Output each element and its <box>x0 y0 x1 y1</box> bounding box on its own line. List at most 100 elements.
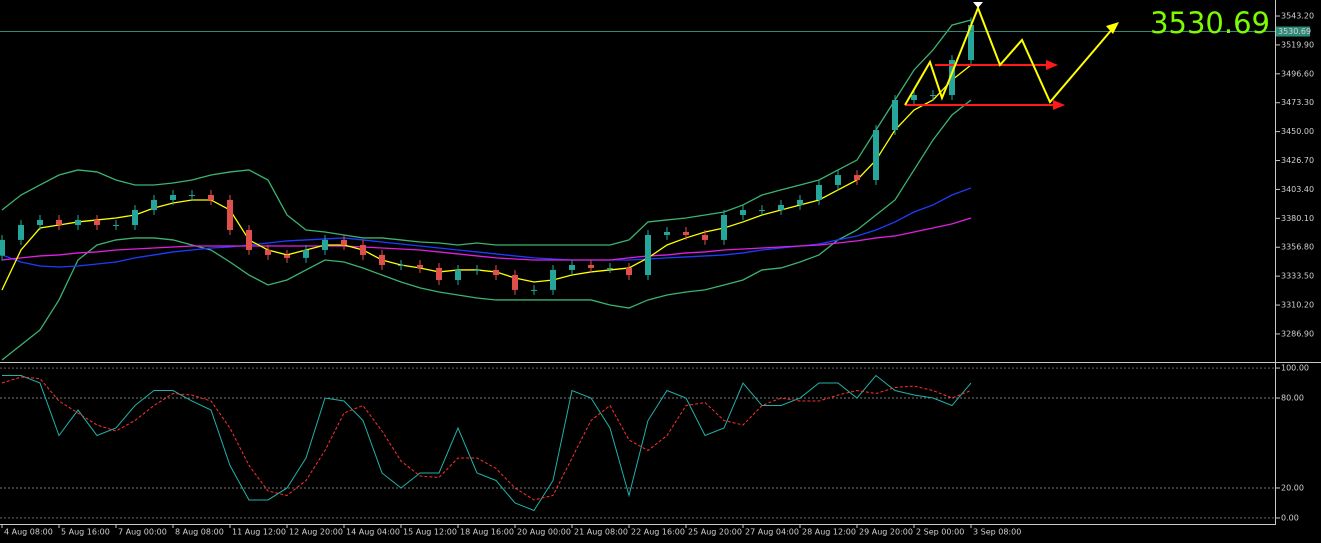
x-tick-label: 27 Aug 04:00 <box>745 528 799 537</box>
candle-body <box>417 264 423 268</box>
candle-body <box>550 269 556 290</box>
candle-body <box>341 239 347 246</box>
x-tick-label: 5 Aug 16:00 <box>61 528 110 537</box>
candle-body <box>816 184 822 200</box>
candle-body <box>379 254 385 265</box>
x-tick-label: 20 Aug 00:00 <box>517 528 571 537</box>
y-tick-label: 3380.10 <box>1281 214 1314 223</box>
candle-body <box>170 195 176 200</box>
x-tick-label: 8 Aug 08:00 <box>175 528 224 537</box>
candle-body <box>702 234 708 240</box>
candle-body <box>911 95 917 100</box>
x-tick-label: 29 Aug 20:00 <box>859 528 913 537</box>
candle-body <box>797 199 803 205</box>
y-tick-label: 80.00 <box>1281 394 1304 403</box>
candle-body <box>626 267 632 276</box>
x-tick-label: 28 Aug 12:00 <box>802 528 856 537</box>
arrow-head <box>1046 60 1058 70</box>
candle-body <box>455 269 461 280</box>
candle-body <box>189 195 195 197</box>
candle-body <box>284 254 290 258</box>
y-tick-label: 3426.70 <box>1281 156 1314 165</box>
x-tick-label: 4 Aug 08:00 <box>4 528 53 537</box>
candle-body <box>398 264 404 266</box>
last-price-box <box>1276 26 1310 37</box>
candle-body <box>759 210 765 212</box>
candle-body <box>512 275 518 290</box>
annotations <box>904 2 1119 110</box>
candle-body <box>0 239 5 256</box>
candle-body <box>968 24 974 61</box>
last-price-big: 3530.69 <box>1150 6 1270 40</box>
yellow-zigzag <box>904 5 1115 106</box>
candle-body <box>132 210 138 226</box>
x-tick-label: 18 Aug 16:00 <box>460 528 514 537</box>
x-tick-label: 7 Aug 00:00 <box>118 528 167 537</box>
candle-body <box>436 267 442 280</box>
candle-body <box>303 249 309 258</box>
x-tick-label: 15 Aug 12:00 <box>403 528 457 537</box>
candle-body <box>474 269 480 271</box>
x-tick-label: 21 Aug 08:00 <box>574 528 628 537</box>
y-tick-label: 20.00 <box>1281 483 1304 492</box>
candle-body <box>265 249 271 255</box>
candle-body <box>721 214 727 240</box>
candle-body <box>740 210 746 215</box>
candle-body <box>208 195 214 200</box>
y-tick-label: 100.00 <box>1281 364 1309 373</box>
indicator-line <box>1 64 972 291</box>
y-tick-label: 0.00 <box>1281 513 1299 522</box>
candle-body <box>18 225 24 240</box>
oscillator-line <box>2 374 972 512</box>
x-tick-label: 3 Sep 08:00 <box>973 528 1021 537</box>
candle-body <box>113 225 119 227</box>
arrow-head <box>1053 100 1065 110</box>
candle-body <box>56 219 62 226</box>
x-tick-label: 12 Aug 20:00 <box>289 528 343 537</box>
y-tick-label: 3356.80 <box>1281 243 1314 252</box>
candle-body <box>94 219 100 226</box>
y-tick-label: 3496.60 <box>1281 69 1314 78</box>
plots: 3543.20 3519.90 3496.60 3473.30 3450.00 3426.… <box>0 6 1314 537</box>
candle-body <box>322 239 328 250</box>
candle-body <box>493 269 499 276</box>
candle-body <box>854 175 860 181</box>
marker <box>973 2 983 8</box>
candle-body <box>360 245 366 255</box>
candle-body <box>75 219 81 226</box>
candle-body <box>246 229 252 250</box>
candle-body <box>607 267 613 269</box>
candle-body <box>892 99 898 131</box>
candle-body <box>227 199 233 230</box>
y-tick-label: 3333.50 <box>1281 272 1314 281</box>
arrow-head <box>1106 22 1119 34</box>
candle-body <box>664 231 670 235</box>
candle-body <box>588 264 594 268</box>
candle-body <box>778 204 784 211</box>
y-tick-label: 3450.00 <box>1281 127 1314 136</box>
indicator-line <box>1 19 972 246</box>
candle-body <box>873 130 879 181</box>
candle-body <box>151 199 157 211</box>
candle-body <box>37 219 43 226</box>
x-tick-label: 11 Aug 12:00 <box>232 528 286 537</box>
x-tick-label: 25 Aug 20:00 <box>688 528 742 537</box>
y-tick-label: 3310.20 <box>1281 301 1314 310</box>
y-tick-label: 3403.40 <box>1281 185 1314 194</box>
y-tick-label: 3286.90 <box>1281 329 1314 338</box>
oscillator-line <box>1 376 972 501</box>
y-tick-label: 3519.90 <box>1281 40 1314 49</box>
candle-body <box>683 231 689 235</box>
y-tick-label: 3543.20 <box>1281 12 1314 21</box>
x-tick-label: 2 Sep 00:00 <box>916 528 964 537</box>
candle-body <box>569 264 575 270</box>
x-tick-label: 22 Aug 16:00 <box>631 528 685 537</box>
candle-body <box>835 175 841 185</box>
indicator-line <box>1 217 972 261</box>
last-price-label: 3530.69 <box>1278 27 1311 36</box>
x-tick-label: 14 Aug 04:00 <box>346 528 400 537</box>
candle-body <box>531 289 537 291</box>
candle-body <box>645 234 651 276</box>
candle-body <box>949 60 955 96</box>
